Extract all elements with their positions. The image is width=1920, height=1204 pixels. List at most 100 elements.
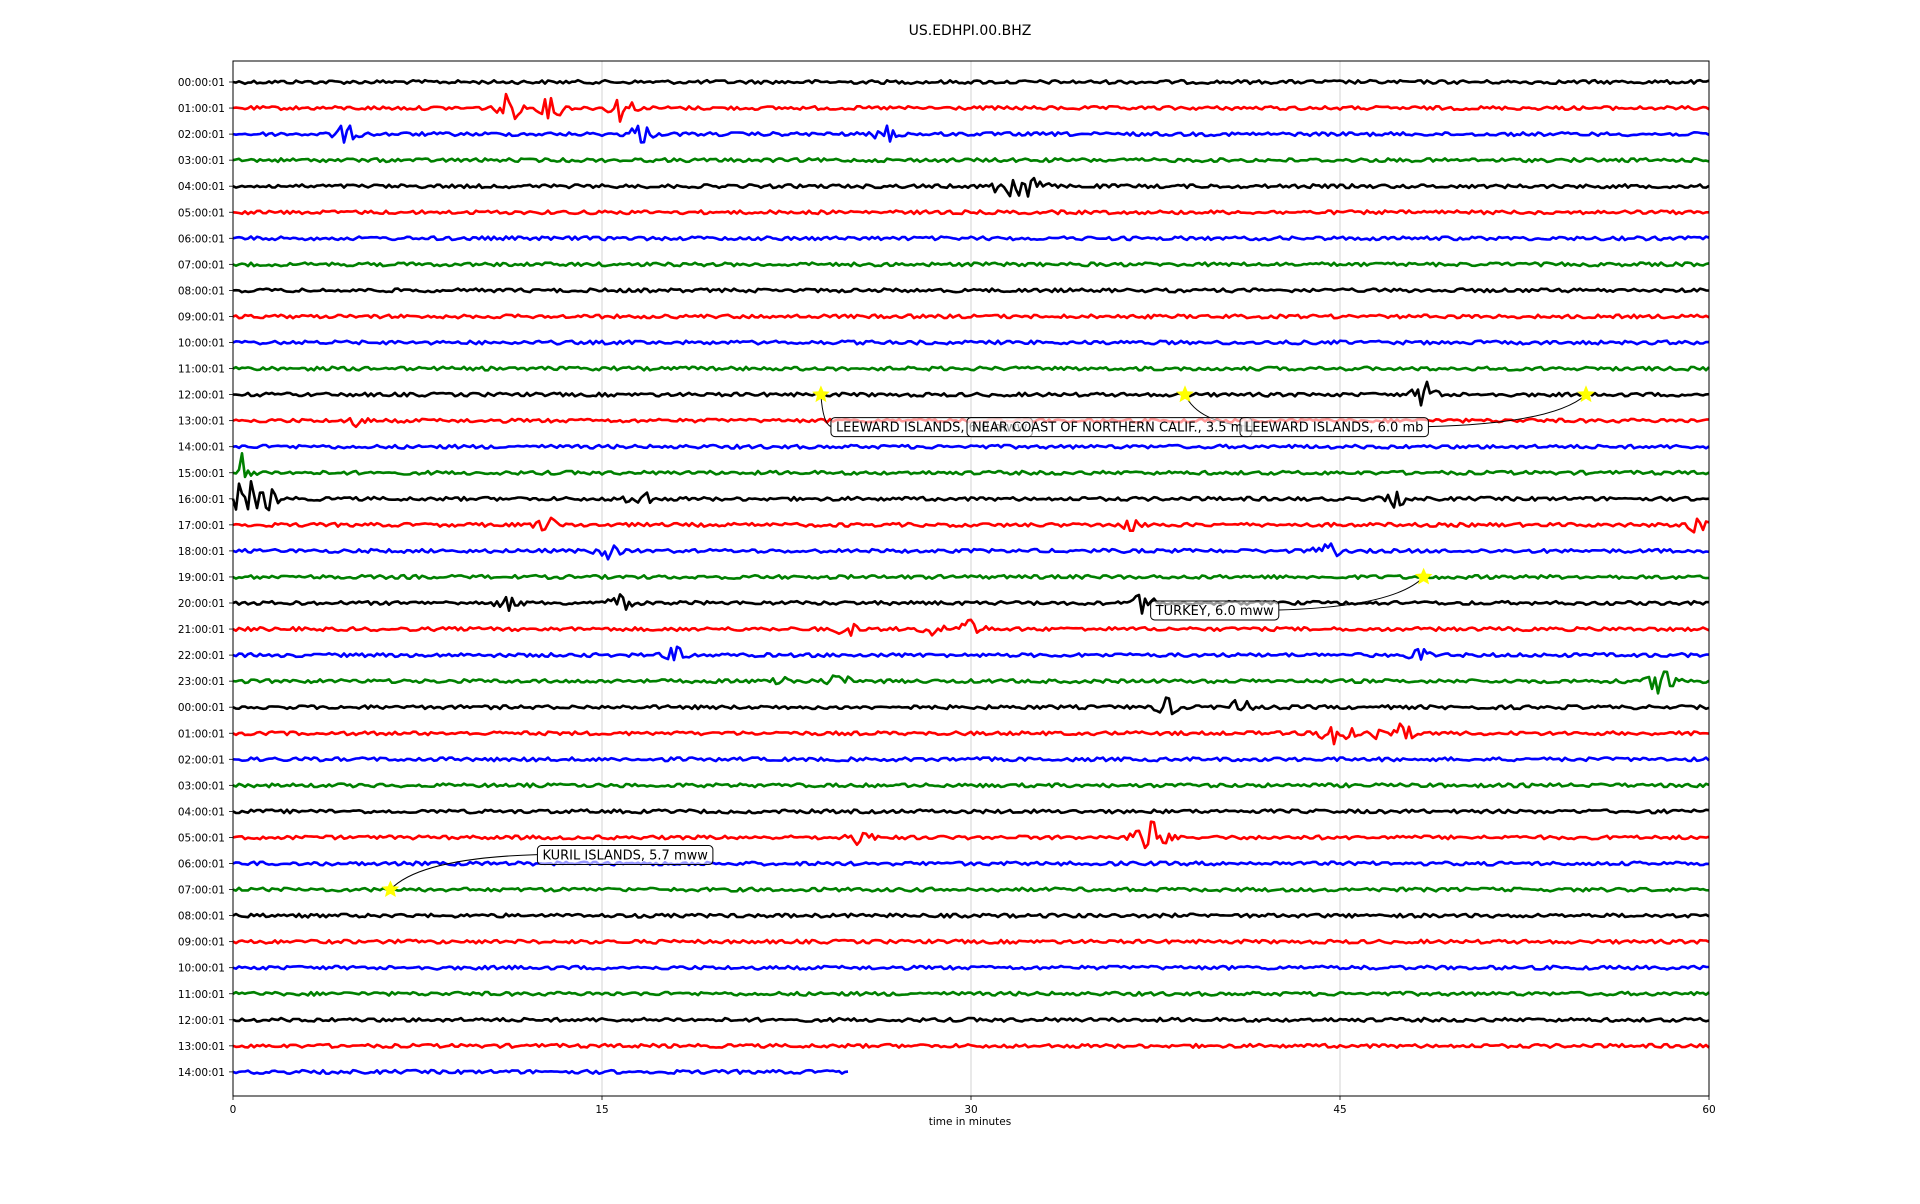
event-marker-star-1	[1176, 385, 1194, 403]
x-tick-label-45: 45	[1333, 1104, 1346, 1116]
event-connector-4	[390, 854, 538, 890]
trace-row-12	[233, 380, 1710, 407]
y-tick-label-12: 12:00:01	[178, 390, 225, 402]
trace-row-2	[232, 124, 1710, 144]
trace-row-33	[232, 938, 1710, 945]
trace-row-3	[232, 157, 1710, 164]
x-axis-label: time in minutes	[929, 1116, 1011, 1128]
y-tick-label-33: 09:00:01	[178, 937, 225, 949]
trace-row-25	[232, 722, 1710, 746]
y-tick-label-36: 12:00:01	[178, 1015, 225, 1027]
event-label-1: NEAR COAST OF NORTHERN CALIF., 3.5 ml	[972, 421, 1247, 436]
y-tick-label-10: 10:00:01	[178, 338, 225, 350]
trace-row-19	[232, 573, 1710, 580]
trace-row-32	[232, 912, 1710, 919]
trace-row-1	[232, 92, 1710, 123]
y-tick-label-6: 06:00:01	[178, 233, 225, 245]
y-tick-label-1: 01:00:01	[178, 103, 225, 115]
event-connector-3	[1278, 576, 1424, 611]
y-tick-label-11: 11:00:01	[178, 364, 225, 376]
event-connector-2	[1428, 394, 1587, 428]
y-tick-label-21: 21:00:01	[178, 624, 225, 636]
y-tick-label-9: 09:00:01	[178, 311, 225, 323]
event-connector-0	[820, 394, 832, 428]
trace-row-37	[232, 1042, 1710, 1049]
x-tick-label-15: 15	[595, 1104, 608, 1116]
y-tick-label-30: 06:00:01	[178, 859, 225, 871]
trace-row-26	[232, 756, 1710, 763]
y-tick-label-37: 13:00:01	[178, 1041, 225, 1053]
y-tick-labels: 00:00:01 01:00:01 02:00:01 03:00:01 04:00:01…	[178, 77, 233, 1079]
y-tick-label-27: 03:00:01	[178, 780, 225, 792]
trace-row-10	[232, 339, 1710, 346]
y-tick-label-28: 04:00:01	[178, 806, 225, 818]
y-tick-label-24: 00:00:01	[178, 702, 225, 714]
event-label-2: LEEWARD ISLANDS, 6.0 mb	[1245, 421, 1423, 436]
y-tick-label-34: 10:00:01	[178, 963, 225, 975]
trace-row-15	[232, 452, 1710, 479]
trace-row-27	[232, 782, 1710, 789]
chart-title: US.EDHPI.00.BHZ	[909, 23, 1032, 39]
y-tick-label-32: 08:00:01	[178, 911, 225, 923]
trace-row-38	[232, 1068, 849, 1075]
trace-row-5	[232, 209, 1709, 216]
trace-row-18	[232, 542, 1710, 561]
event-marker-star-2	[1577, 385, 1595, 403]
trace-row-8	[232, 287, 1710, 294]
trace-row-0	[232, 78, 1710, 86]
event-marker-star-3	[1414, 567, 1433, 585]
y-tick-label-5: 05:00:01	[178, 207, 225, 219]
y-tick-label-16: 16:00:01	[178, 494, 225, 506]
trace-row-20	[232, 593, 1710, 615]
trace-row-22	[232, 645, 1709, 662]
event-label-4: KURIL ISLANDS, 5.7 mww	[542, 849, 708, 864]
event-annotation-3: TURKEY, 6.0 mww	[1150, 567, 1433, 621]
x-tick-label-60: 60	[1702, 1104, 1715, 1116]
y-tick-label-15: 15:00:01	[178, 468, 225, 480]
y-tick-label-29: 05:00:01	[178, 832, 225, 844]
trace-row-11	[232, 365, 1710, 372]
y-tick-label-35: 11:00:01	[178, 989, 225, 1001]
trace-row-35	[232, 990, 1710, 997]
y-tick-label-26: 02:00:01	[178, 754, 225, 766]
trace-row-34	[232, 964, 1710, 971]
event-annotation-2: LEEWARD ISLANDS, 6.0 mb	[1239, 385, 1595, 438]
event-annotation-4: KURIL ISLANDS, 5.7 mww	[381, 845, 714, 898]
y-tick-label-20: 20:00:01	[178, 598, 225, 610]
event-label-box-3	[1150, 600, 1280, 621]
y-tick-label-4: 04:00:01	[178, 181, 225, 193]
event-marker-star-4	[381, 880, 400, 898]
event-label-box-2	[1239, 417, 1429, 438]
y-tick-label-3: 03:00:01	[178, 155, 225, 167]
trace-row-29	[232, 820, 1710, 850]
event-label-box-4	[536, 845, 714, 866]
x-tick-label-0: 0	[230, 1104, 237, 1116]
x-tick-label-30: 30	[964, 1104, 977, 1116]
trace-row-4	[232, 176, 1710, 198]
trace-layer	[231, 78, 1710, 1075]
trace-row-9	[232, 313, 1710, 320]
trace-row-30	[232, 860, 1710, 867]
trace-row-17	[232, 516, 1710, 534]
trace-row-21	[232, 618, 1710, 637]
y-tick-label-8: 08:00:01	[178, 285, 225, 297]
y-tick-label-25: 01:00:01	[178, 728, 225, 740]
trace-row-7	[232, 261, 1710, 268]
y-tick-label-14: 14:00:01	[178, 442, 225, 454]
y-tick-label-19: 19:00:01	[178, 572, 225, 584]
y-tick-label-22: 22:00:01	[178, 650, 225, 662]
trace-row-16	[231, 480, 1710, 512]
event-label-3: TURKEY, 6.0 mww	[1155, 604, 1275, 619]
trace-row-14	[232, 443, 1710, 450]
y-tick-label-2: 02:00:01	[178, 129, 225, 141]
trace-row-24	[232, 696, 1710, 716]
trace-row-28	[232, 808, 1710, 815]
trace-row-23	[232, 670, 1710, 695]
y-tick-label-13: 13:00:01	[178, 416, 225, 428]
y-tick-label-18: 18:00:01	[178, 546, 225, 558]
y-tick-label-38: 14:00:01	[178, 1067, 225, 1079]
trace-row-6	[232, 235, 1710, 242]
